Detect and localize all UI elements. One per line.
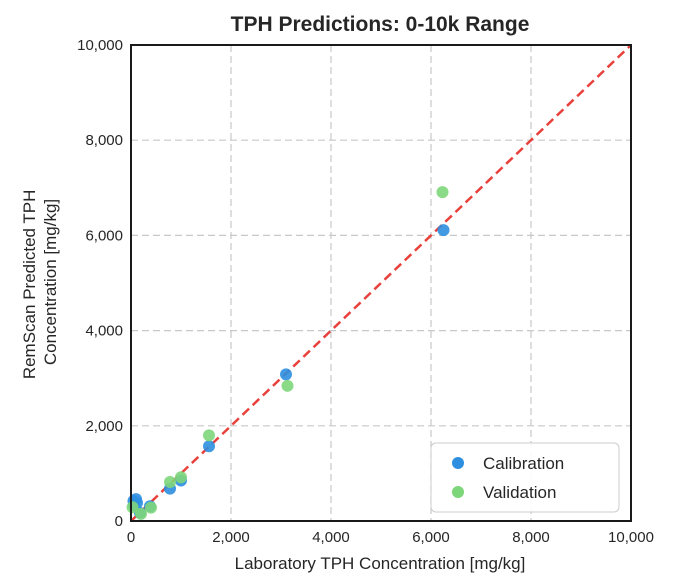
point-calibration [437,224,450,237]
point-validation [281,379,294,392]
point-validation [175,471,187,484]
y-axis-label-line1: RemScan Predicted TPH [20,190,39,380]
point-validation [135,507,147,520]
legend-label-calibration: Calibration [483,454,564,473]
legend: Calibration Validation [430,442,620,513]
point-calibration [203,440,215,453]
x-tick-label: 10,000 [608,529,654,546]
y-axis-label-line2: Concentration [mg/kg] [41,199,60,365]
point-validation [436,186,449,199]
grid [131,45,631,521]
y-tick-label: 2,000 [85,418,123,435]
point-validation [145,501,157,514]
y-tick-label: 10,000 [77,37,123,54]
x-axis-label: Laboratory TPH Concentration [mg/kg] [235,554,526,573]
chart-title: TPH Predictions: 0-10k Range [231,13,530,36]
identity-line [130,44,632,522]
x-axis-ticks: 0 2,000 4,000 6,000 8,000 10,000 [127,529,654,546]
x-tick-label: 2,000 [212,529,250,546]
legend-box [430,442,620,513]
y-tick-label: 6,000 [85,227,123,244]
x-tick-label: 4,000 [312,529,350,546]
y-tick-label: 4,000 [85,323,123,340]
point-validation [164,475,176,488]
data-points [126,186,450,520]
reference-line [130,44,632,522]
y-tick-label: 0 [115,513,123,530]
y-tick-label: 8,000 [85,132,123,149]
y-axis-label: RemScan Predicted TPH Concentration [mg/… [20,185,60,379]
legend-marker-validation [452,486,464,498]
plot-frame [130,44,632,522]
point-validation [126,501,139,514]
legend-marker-calibration [452,457,464,469]
point-calibration [280,368,292,381]
y-axis-ticks: 0 2,000 4,000 6,000 8,000 10,000 [77,37,123,530]
x-tick-label: 8,000 [512,529,550,546]
x-tick-label: 0 [127,529,135,546]
x-tick-label: 6,000 [412,529,450,546]
point-validation [203,429,215,442]
legend-label-validation: Validation [483,483,556,502]
